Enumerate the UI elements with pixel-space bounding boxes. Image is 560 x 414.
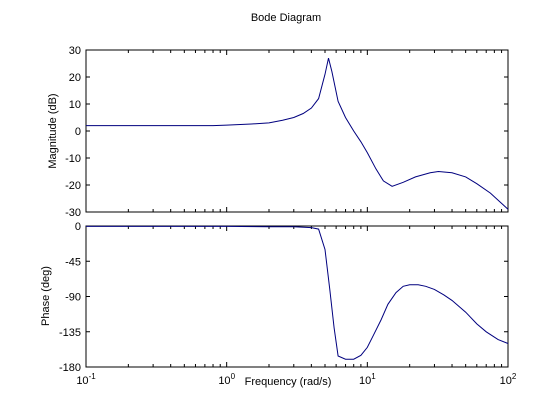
- phase-series-line: [86, 225, 509, 360]
- y-tick-label: -20: [65, 180, 81, 192]
- x-tick-label-exponent: 1: [371, 372, 376, 381]
- y-tick-label: 20: [69, 72, 81, 84]
- phase-axes-frame: [85, 225, 509, 368]
- phase-y-tick-labels: 0 -45 -90 -135 -180: [59, 221, 81, 374]
- y-tick-label: -90: [65, 292, 81, 304]
- y-tick-label: -135: [59, 327, 81, 339]
- x-tick-labels: 10-1 100 101 102: [76, 372, 517, 387]
- x-tick-label: 10-1: [76, 372, 96, 387]
- y-tick-label: 10: [69, 99, 81, 111]
- phase-ticks: [85, 225, 508, 368]
- y-tick-label: -180: [59, 362, 81, 374]
- magnitude-y-axis-label: Magnitude (dB): [47, 93, 59, 168]
- x-tick-label-exponent: 2: [512, 372, 517, 381]
- y-tick-label: 30: [69, 45, 81, 57]
- x-tick-label: 102: [500, 372, 517, 387]
- magnitude-series-line: [86, 57, 509, 210]
- magnitude-plot: 30 20 10 0 -10 -20 -30 Magnitude (dB): [47, 45, 509, 219]
- x-tick-label-exponent: 0: [231, 372, 236, 381]
- x-tick-label-base: 10: [76, 375, 88, 387]
- x-tick-label-base: 10: [218, 375, 230, 387]
- x-tick-label-base: 10: [500, 375, 512, 387]
- x-tick-label-exponent: -1: [89, 372, 97, 381]
- x-tick-label: 100: [218, 372, 235, 387]
- magnitude-axes-frame: [85, 49, 509, 213]
- chart-title: Bode Diagram: [251, 12, 321, 24]
- magnitude-y-tick-labels: 30 20 10 0 -10 -20 -30: [65, 45, 81, 219]
- phase-plot: 0 -45 -90 -135 -180 Phase (deg): [40, 221, 509, 374]
- y-tick-label: 0: [75, 126, 81, 138]
- x-axis-label: Frequency (rad/s): [245, 376, 332, 388]
- x-tick-label-base: 10: [359, 375, 371, 387]
- y-tick-label: -10: [65, 153, 81, 165]
- y-tick-label: -45: [65, 256, 81, 268]
- x-tick-label: 101: [359, 372, 376, 387]
- phase-y-axis-label: Phase (deg): [40, 266, 52, 326]
- y-tick-label: -30: [65, 207, 81, 219]
- y-tick-label: 0: [75, 221, 81, 233]
- magnitude-ticks: [85, 49, 508, 213]
